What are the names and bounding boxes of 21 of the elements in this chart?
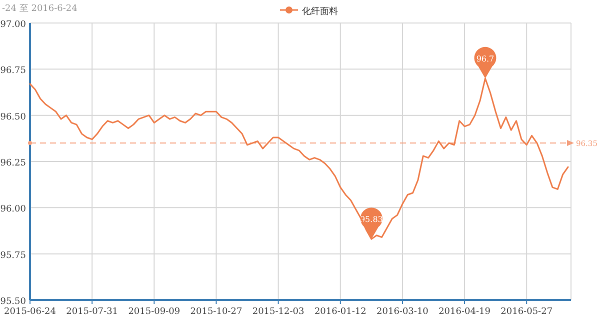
pin-marker: 96.7: [474, 46, 496, 78]
chart-title: -24 至 2016-6-24: [2, 4, 78, 14]
x-tick-label: 2015-07-31: [66, 307, 118, 317]
y-tick-label: 97.00: [0, 20, 26, 30]
x-tick-label: 2015-06-24: [4, 307, 56, 317]
y-tick-label: 96.25: [0, 158, 26, 168]
y-tick-label: 96.00: [0, 204, 26, 215]
y-tick-label: 96.75: [0, 66, 26, 76]
legend-label: 化纤面料: [302, 6, 338, 16]
x-tick-label: 2015-09-09: [128, 307, 180, 317]
x-tick-label: 2016-04-19: [438, 307, 491, 317]
y-tick-label: 96.50: [0, 112, 26, 122]
x-tick-label: 2015-10-27: [190, 307, 242, 317]
y-tick-label: 95.50: [0, 297, 26, 307]
y-tick-label: 95.75: [0, 250, 26, 261]
x-tick-label: 2016-03-10: [376, 307, 429, 317]
x-tick-label: 2016-01-12: [314, 307, 366, 317]
line-series: [29, 78, 569, 240]
annotation: 96.7: [476, 54, 494, 64]
x-tick-label: 2016-05-27: [500, 307, 553, 317]
x-tick-label: 2015-12-03: [252, 307, 305, 317]
